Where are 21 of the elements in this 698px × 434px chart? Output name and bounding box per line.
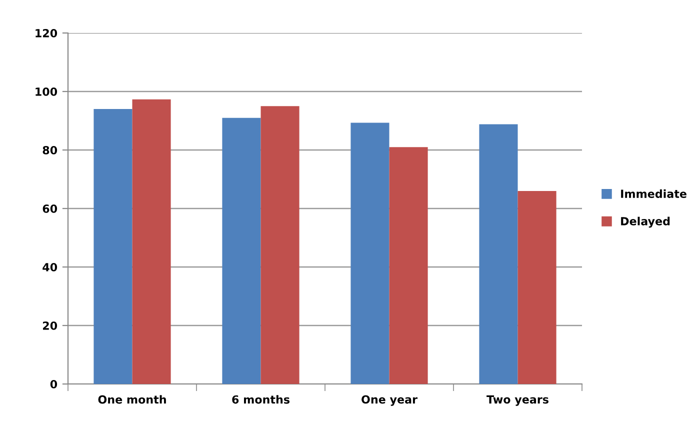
x-tick-label: One year [362,395,418,406]
bar [350,122,390,384]
bar [260,106,300,384]
x-tick-label: 6 months [232,395,290,404]
bar [132,99,171,384]
legend-label: Delayed [621,216,670,228]
legend-label: Immediate [621,189,686,198]
y-tick-label: 40 [42,262,58,272]
bar [222,118,261,384]
y-tick-label: 20 [43,321,58,330]
y-tick-label: 0 [50,380,58,388]
y-tick-label: 100 [36,87,58,96]
bar [518,190,556,384]
bar [389,147,428,384]
bar [94,109,132,384]
x-tick-label: One month [98,395,166,404]
y-tick-label: 60 [42,204,58,213]
x-tick-label: Two years [486,395,548,406]
bar [479,124,518,384]
y-tick-label: 120 [36,28,58,38]
y-tick-label: 80 [42,146,58,154]
